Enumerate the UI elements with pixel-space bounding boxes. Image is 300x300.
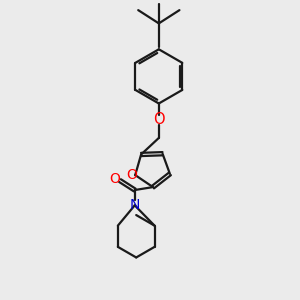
Text: O: O (126, 168, 137, 182)
Text: O: O (153, 112, 165, 127)
Text: O: O (110, 172, 120, 186)
Text: N: N (130, 198, 140, 212)
